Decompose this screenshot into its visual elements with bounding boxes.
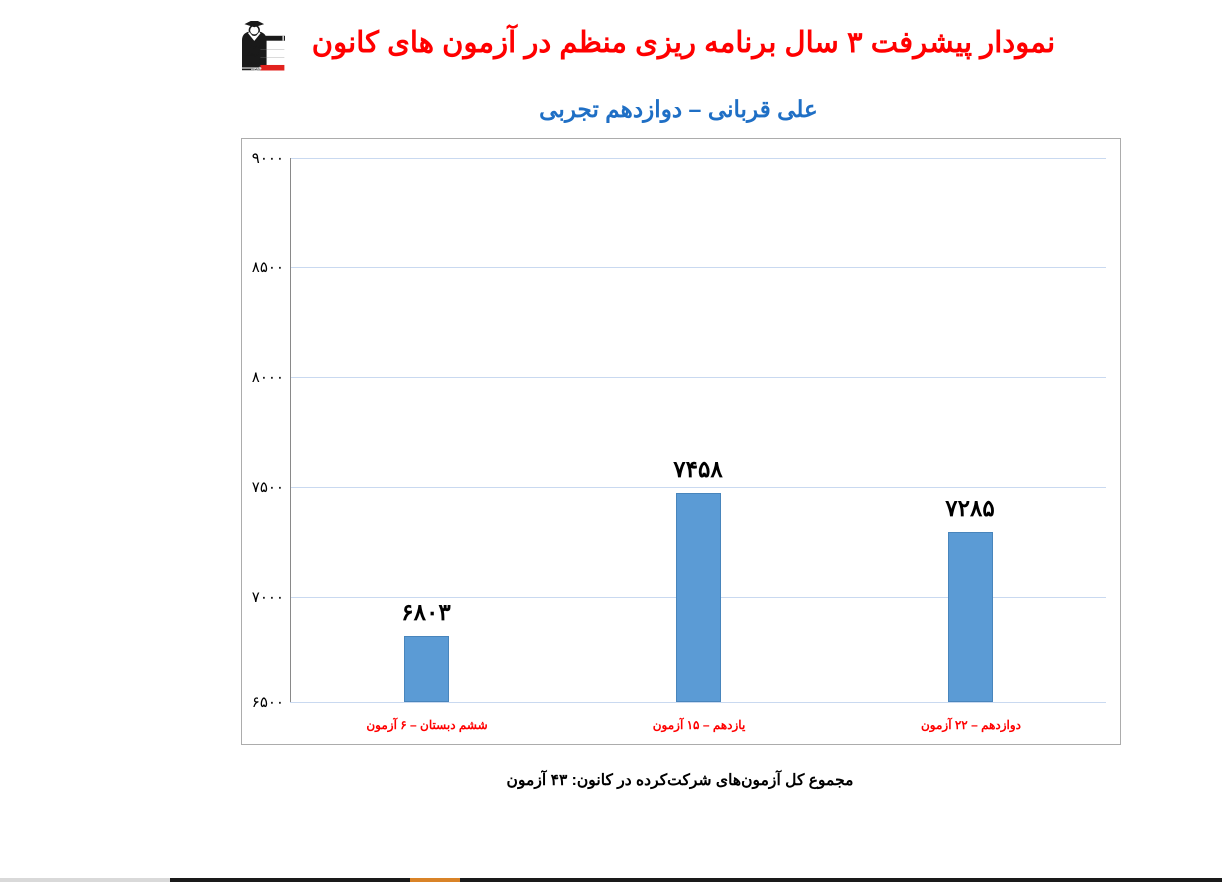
svg-text:قلم‌چی: قلم‌چی bbox=[251, 65, 262, 71]
